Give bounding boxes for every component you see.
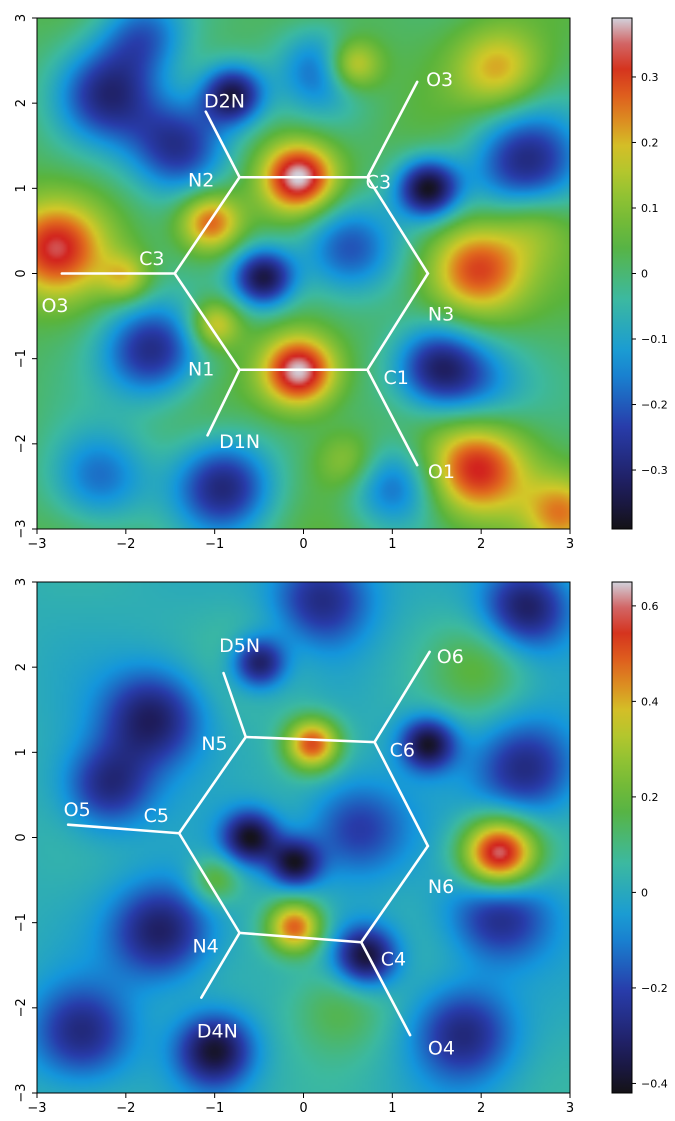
colorbar [611, 17, 633, 530]
colorbar-tick-label: −0.2 [641, 399, 668, 412]
atom-label: O4 [428, 1038, 455, 1060]
atom-label: N6 [428, 876, 454, 898]
bond-line [373, 740, 430, 848]
y-tick-label: 0 [14, 833, 29, 841]
colorbar-tick-label: −0.4 [641, 1077, 668, 1090]
y-tick-label: −3 [14, 1083, 29, 1102]
bond-line [177, 735, 248, 835]
atom-label: D1N [219, 431, 260, 453]
colorbar [611, 581, 633, 1094]
density-map [37, 582, 570, 1093]
atom-label: D2N [204, 90, 245, 112]
y-tick-label: 1 [14, 748, 29, 756]
atom-label: N1 [188, 359, 214, 381]
y-tick-label: −1 [14, 913, 29, 932]
x-tick-label: 3 [566, 537, 574, 552]
colorbar-tick-label: 0 [641, 886, 648, 899]
y-tick-label: 1 [14, 184, 29, 192]
colorbar-tick-label: 0 [641, 268, 648, 281]
x-tick-label: −2 [116, 537, 135, 552]
y-tick-label: −1 [14, 349, 29, 368]
colorbar-tick-label: 0.3 [641, 71, 659, 84]
bond-line [366, 368, 419, 467]
x-tick-label: −3 [27, 1101, 46, 1116]
colorbar-tick-label: 0.2 [641, 136, 659, 149]
heatmap-panel-2: −3 −2 −1 0 1 2 3 −3 −2 −1 0 1 2 3 D5N O6 N5 C6 O5 C5 N6 N4 C4 D… [14, 578, 668, 1116]
colorbar-tick-label: −0.2 [641, 982, 668, 995]
bond-line [366, 272, 430, 372]
bond-line [204, 110, 241, 179]
colorbar-tick-label: 0.6 [641, 600, 659, 613]
atom-label: C3 [366, 171, 391, 193]
atom-label: O1 [428, 461, 455, 483]
bond-line [222, 671, 248, 739]
bond-line [366, 80, 419, 179]
x-tick-label: −3 [27, 537, 46, 552]
bond-line [359, 940, 412, 1037]
bond-line [366, 175, 430, 275]
atom-label: O3 [426, 69, 453, 91]
x-tick-label: 3 [566, 1101, 574, 1116]
atom-label: C1 [383, 367, 408, 389]
atom-label: N4 [192, 935, 218, 957]
bond-line [66, 823, 181, 835]
atom-label: N2 [188, 170, 214, 192]
colorbar-tick-label: −0.3 [641, 464, 668, 477]
x-tick-label: 0 [299, 537, 307, 552]
bond-line [359, 844, 430, 944]
x-tick-label: −1 [205, 1101, 224, 1116]
atom-label: N5 [201, 733, 227, 755]
bond-line [373, 650, 431, 744]
bond-line [173, 175, 241, 275]
y-tick-label: −2 [14, 998, 29, 1017]
atom-label: D5N [219, 635, 260, 657]
atom-label: O6 [437, 646, 464, 668]
atom-label: D4N [197, 1021, 238, 1043]
y-tick-label: 0 [14, 269, 29, 277]
x-tick-label: 0 [299, 1101, 307, 1116]
bond-line [173, 272, 241, 372]
atom-label: O5 [64, 799, 91, 821]
bond-line [206, 368, 241, 437]
bond-line [177, 831, 241, 935]
atom-label: C3 [139, 248, 164, 270]
atom-label: C5 [144, 805, 169, 827]
colorbar-tick-label: 0.4 [641, 695, 659, 708]
x-tick-label: 1 [388, 537, 396, 552]
bond-line [238, 931, 363, 944]
colorbar-tick-label: 0.2 [641, 791, 659, 804]
y-tick-label: 3 [14, 14, 29, 22]
y-tick-label: 2 [14, 99, 29, 107]
x-tick-label: −1 [205, 537, 224, 552]
colorbar-tick-label: 0.1 [641, 202, 659, 215]
x-tick-label: 2 [477, 537, 485, 552]
atom-label: C4 [381, 948, 406, 970]
y-tick-label: −2 [14, 434, 29, 453]
bond-line [200, 931, 241, 999]
x-tick-label: 2 [477, 1101, 485, 1116]
colorbar-tick-label: −0.1 [641, 333, 668, 346]
x-tick-label: −2 [116, 1101, 135, 1116]
bond-line [244, 735, 376, 744]
x-tick-label: 1 [388, 1101, 396, 1116]
y-tick-label: 2 [14, 663, 29, 671]
heatmap-panel-1: −3 −2 −1 0 1 2 3 −3 −2 −1 0 1 2 3 D2N O3 N2 C3 C3 O3 N3 N1 C1 D… [14, 14, 668, 552]
y-tick-label: 3 [14, 578, 29, 586]
y-tick-label: −3 [14, 519, 29, 538]
atom-label: N3 [428, 303, 454, 325]
atom-label: C6 [390, 740, 415, 762]
atom-label: O3 [41, 295, 68, 317]
